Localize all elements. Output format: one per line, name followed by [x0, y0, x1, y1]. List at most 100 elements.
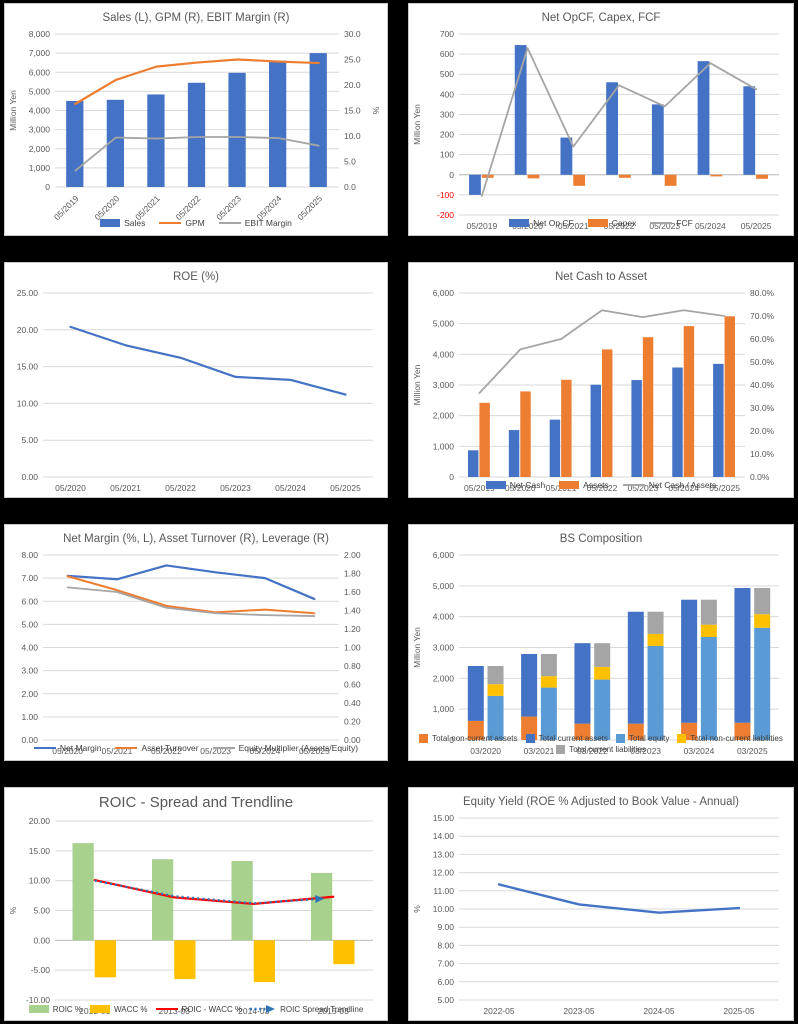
chart-plot-area: 0 1,000 2,000 3,000 4,000 5,000 6,000 Million Y…: [409, 545, 793, 756]
panel-net-margin-asset-turnover-leverage: Net Margin (%, L), Asset Turnover (R), L…: [4, 524, 388, 761]
chart-canvas: -10.00-5.000.005.0010.0015.0020.00%2012-…: [8, 816, 373, 1016]
svg-text:600: 600: [440, 49, 454, 59]
svg-text:3,000: 3,000: [433, 380, 455, 390]
svg-text:50.0%: 50.0%: [750, 357, 775, 367]
svg-text:05/2021: 05/2021: [102, 746, 133, 756]
legend-label: Net Margin: [59, 743, 102, 753]
svg-text:%: %: [8, 906, 18, 914]
chart-canvas: 0.00 5.00 10.00 15.00 20.00 25.00 05/2020 05/20…: [17, 288, 373, 493]
legend-label: Total current liabilities: [569, 745, 646, 754]
svg-text:1.20: 1.20: [344, 624, 361, 634]
legend-label: ROIC Spread Trendline: [280, 1004, 364, 1014]
panel-net-cash-to-asset: Net Cash to Asset 0 1,000 2,000 3,000 4,000 5…: [408, 262, 794, 498]
chart-title: BS Composition: [559, 533, 643, 545]
svg-text:03/2021: 03/2021: [524, 746, 555, 756]
svg-text:20.00: 20.00: [29, 816, 51, 826]
svg-text:05/2021: 05/2021: [558, 221, 589, 231]
chart-plot-area: 5.00 6.00 7.00 8.00 9.00 10.00 11.00 12.00 13.00…: [409, 808, 793, 1020]
chart-title: Net Cash to Asset: [554, 271, 648, 283]
panel-equity-yield: Equity Yield (ROE % Adjusted to Book Val…: [408, 787, 794, 1021]
svg-text:05/2024: 05/2024: [250, 746, 281, 756]
svg-text:4.00: 4.00: [21, 643, 38, 653]
svg-text:2,000: 2,000: [29, 144, 51, 154]
legend-item: Net Cash: [485, 480, 545, 490]
chart-canvas: 0 1,000 2,000 3,000 4,000 5,000 6,000 0.0% 10.0%…: [412, 288, 775, 493]
chart-plot-area: 0.00 1.00 2.00 3.00 4.00 5.00 6.00 7.00 8.00 0.00…: [5, 545, 387, 756]
svg-text:05/2023: 05/2023: [649, 221, 680, 231]
chart-legend: Net Cash Assets Net Cash / Assets: [409, 479, 793, 497]
legend-item: Total equity: [615, 734, 670, 743]
svg-text:1.60: 1.60: [344, 587, 361, 597]
svg-text:%: %: [412, 905, 422, 913]
svg-text:30.0: 30.0: [344, 29, 361, 39]
svg-text:400: 400: [440, 89, 454, 99]
svg-text:500: 500: [440, 69, 454, 79]
svg-text:10.0: 10.0: [344, 131, 361, 141]
svg-text:5.0: 5.0: [344, 157, 356, 167]
panel-roic-spread-trendline: ROIC - Spread and Trendline -10.00 -5.00 0…: [4, 787, 388, 1021]
svg-text:6.00: 6.00: [21, 596, 38, 606]
legend-label: WACC %: [114, 1004, 148, 1014]
svg-text:4,000: 4,000: [433, 349, 455, 359]
svg-text:0: 0: [449, 170, 454, 180]
chart-legend: ROIC % WACC % ROIC - WACC % ROIC Spread Tre…: [5, 1003, 387, 1020]
svg-text:05/2024: 05/2024: [695, 221, 726, 231]
svg-text:60.0%: 60.0%: [750, 334, 775, 344]
svg-text:05/2022: 05/2022: [604, 221, 635, 231]
legend-label: Total current assets: [538, 734, 608, 743]
svg-text:05/2024: 05/2024: [668, 483, 699, 493]
svg-text:0.0: 0.0: [344, 182, 356, 192]
legend-item: Net Margin: [33, 743, 102, 753]
svg-text:6,000: 6,000: [433, 550, 455, 560]
chart-legend: Sales GPM EBIT Margin: [5, 217, 387, 235]
chart-title: ROE (%): [173, 271, 219, 283]
svg-text:%: %: [371, 106, 381, 114]
svg-text:20.0%: 20.0%: [750, 426, 775, 436]
legend-label: Net Op CF: [533, 218, 574, 228]
panel-sales-gpm-ebit-margin: Sales (L), GPM (R), EBIT Margin (R) 0 1,0…: [4, 3, 388, 236]
svg-text:0.00: 0.00: [21, 735, 38, 745]
svg-text:1.40: 1.40: [344, 606, 361, 616]
chart-title: Net OpCF, Capex, FCF: [541, 12, 661, 24]
panel-bs-composition: BS Composition 0 1,000 2,000 3,000 4,000 5,00…: [408, 524, 794, 761]
svg-text:05/2025: 05/2025: [709, 483, 740, 493]
svg-text:6.00: 6.00: [437, 977, 454, 987]
svg-text:Million Yen: Million Yen: [412, 627, 422, 668]
legend-label: Net Cash / Assets: [648, 480, 717, 490]
svg-text:5.00: 5.00: [21, 435, 38, 445]
legend-label: GPM: [185, 218, 205, 228]
svg-text:0: 0: [449, 472, 454, 482]
svg-text:12.00: 12.00: [433, 868, 455, 878]
svg-text:2,000: 2,000: [433, 673, 455, 683]
svg-text:2.00: 2.00: [21, 689, 38, 699]
legend-label: EBIT Margin: [244, 218, 292, 228]
svg-text:0.00: 0.00: [21, 472, 38, 482]
svg-text:10.00: 10.00: [17, 398, 39, 408]
svg-text:4,000: 4,000: [433, 612, 455, 622]
svg-text:6,000: 6,000: [29, 67, 51, 77]
svg-text:15.00: 15.00: [433, 813, 455, 823]
svg-text:03/2022: 03/2022: [577, 746, 608, 756]
svg-text:05/2023: 05/2023: [200, 746, 231, 756]
chart-title: Equity Yield (ROE % Adjusted to Book Val…: [463, 796, 739, 808]
svg-text:25.0: 25.0: [344, 55, 361, 65]
svg-text:2014-03: 2014-03: [238, 1006, 269, 1016]
svg-text:2023-05: 2023-05: [563, 1006, 594, 1016]
svg-text:05/2019: 05/2019: [466, 221, 497, 231]
svg-text:30.0%: 30.0%: [750, 403, 775, 413]
chart-plot-area: -10.00-5.000.005.0010.0015.0020.00%2012-…: [5, 811, 387, 1016]
svg-text:7.00: 7.00: [437, 959, 454, 969]
legend-label: Total equity: [628, 734, 670, 743]
legend-item: FCF: [650, 218, 693, 228]
legend-item: Total current liabilities: [556, 745, 646, 754]
svg-text:2015-03: 2015-03: [318, 1006, 349, 1016]
legend-item: Net Cash / Assets: [622, 480, 717, 490]
svg-text:3,000: 3,000: [29, 125, 51, 135]
svg-text:Million Yen: Million Yen: [412, 364, 422, 405]
legend-item: EBIT Margin: [218, 218, 292, 228]
chart-plot-area: 0 1,000 2,000 3,000 4,000 5,000 6,000 7,000 8,00…: [5, 24, 387, 222]
legend-item: Capex: [587, 218, 636, 228]
svg-text:05/2020: 05/2020: [52, 746, 83, 756]
svg-text:7.00: 7.00: [21, 573, 38, 583]
